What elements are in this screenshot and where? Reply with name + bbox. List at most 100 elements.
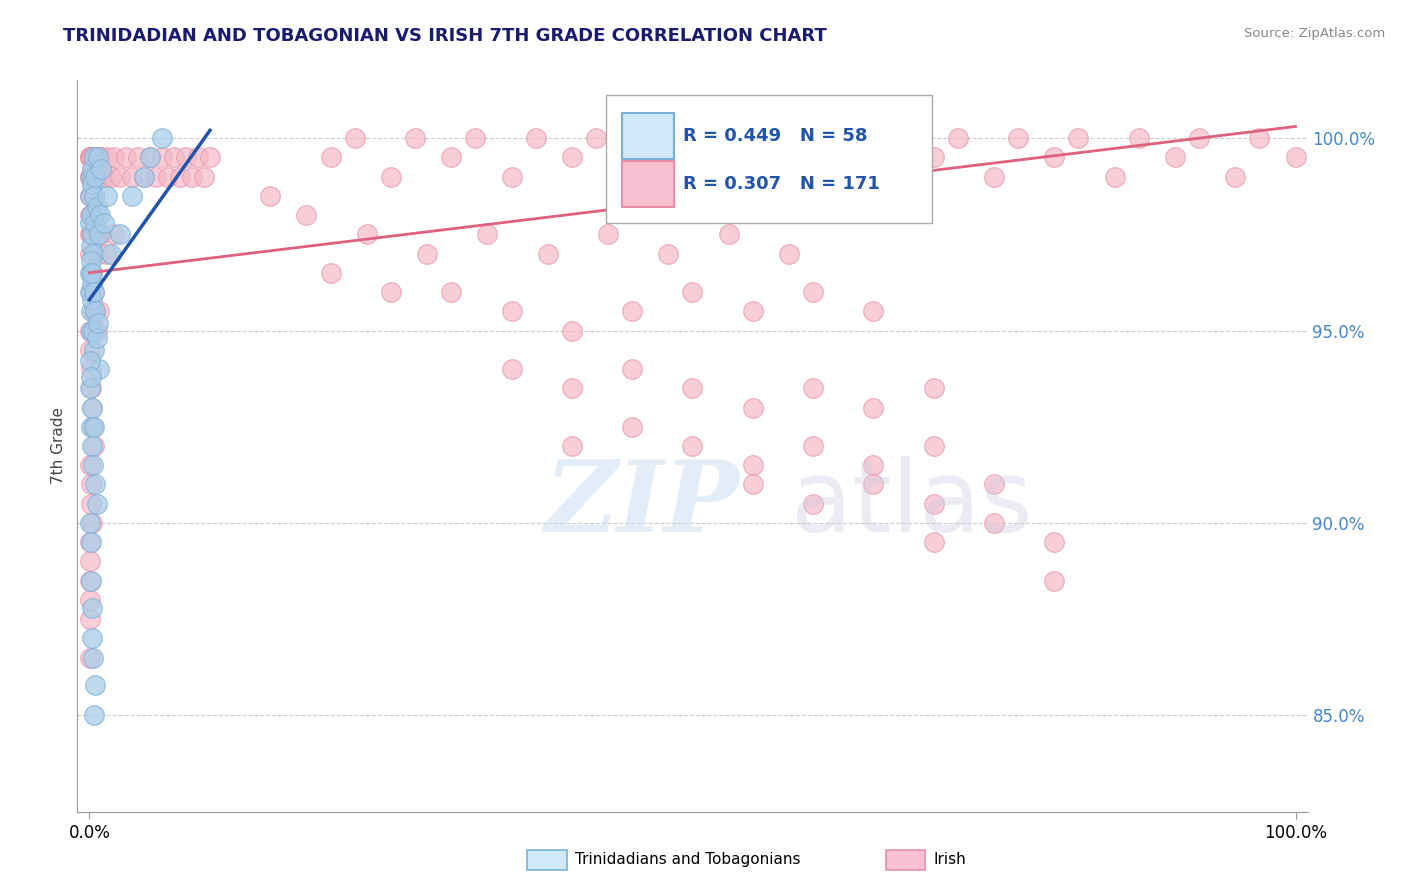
Point <box>79 169 101 184</box>
Point <box>862 458 884 473</box>
Point <box>621 419 644 434</box>
Point <box>87 316 110 330</box>
Point <box>96 246 118 260</box>
Point <box>83 419 105 434</box>
Point <box>103 227 125 242</box>
Point <box>127 150 149 164</box>
Point <box>114 150 136 164</box>
Point <box>87 304 110 318</box>
Point <box>416 246 439 260</box>
Point <box>801 381 824 395</box>
Point <box>1043 150 1066 164</box>
Point <box>180 169 202 184</box>
Point <box>150 131 173 145</box>
Point <box>80 293 103 307</box>
Point <box>150 150 173 164</box>
Point <box>741 401 763 415</box>
Point <box>79 535 101 549</box>
Point <box>343 131 366 145</box>
Point <box>82 304 104 318</box>
Point <box>801 497 824 511</box>
Point <box>108 227 131 242</box>
Point <box>80 401 103 415</box>
Point <box>1067 131 1090 145</box>
Point <box>79 477 101 491</box>
Point <box>138 150 160 164</box>
Point <box>1164 150 1187 164</box>
Point <box>1128 131 1150 145</box>
Point <box>87 227 110 242</box>
Point <box>83 188 105 202</box>
Point <box>983 477 1005 491</box>
Point <box>79 381 101 395</box>
Text: Trinidadians and Tobagonians: Trinidadians and Tobagonians <box>575 853 800 867</box>
Point <box>1043 535 1066 549</box>
Point <box>501 362 523 376</box>
Point <box>682 439 704 453</box>
Point <box>96 150 118 164</box>
Point <box>464 131 486 145</box>
Point <box>585 131 607 145</box>
Point <box>79 227 101 242</box>
Point <box>79 574 101 588</box>
Point <box>80 497 103 511</box>
Point <box>79 612 101 626</box>
Point <box>82 208 104 222</box>
Point <box>84 304 107 318</box>
Point <box>80 161 103 176</box>
Point <box>84 304 107 318</box>
Point <box>84 208 107 222</box>
Point <box>84 169 107 184</box>
Point <box>86 331 108 345</box>
Point <box>922 439 945 453</box>
Point <box>80 266 103 280</box>
Point <box>87 362 110 376</box>
Point <box>83 216 105 230</box>
Point <box>79 285 101 299</box>
Point <box>80 169 103 184</box>
Point <box>561 324 583 338</box>
Point <box>1249 131 1271 145</box>
Point <box>79 188 101 202</box>
Point <box>83 285 105 299</box>
Text: R = 0.307   N = 171: R = 0.307 N = 171 <box>683 175 880 194</box>
Point <box>1188 131 1211 145</box>
Point <box>801 150 824 164</box>
Point <box>79 188 101 202</box>
Point <box>801 439 824 453</box>
Point <box>825 131 848 145</box>
Point <box>89 208 111 222</box>
Point <box>79 458 101 473</box>
Point <box>86 227 108 242</box>
Point <box>87 169 110 184</box>
Point <box>319 150 342 164</box>
Point <box>86 150 108 164</box>
Point <box>1007 131 1029 145</box>
Point <box>79 535 101 549</box>
Point <box>83 227 105 242</box>
Point <box>501 169 523 184</box>
Point <box>84 477 107 491</box>
Point <box>100 169 122 184</box>
Point <box>862 169 884 184</box>
Point <box>87 150 110 164</box>
Text: atlas: atlas <box>792 456 1032 553</box>
Point <box>645 131 668 145</box>
Text: Irish: Irish <box>934 853 966 867</box>
Point <box>862 401 884 415</box>
Point <box>82 419 104 434</box>
Point <box>82 632 104 646</box>
Point <box>1043 574 1066 588</box>
Point <box>82 650 104 665</box>
Point <box>537 246 560 260</box>
Text: Source: ZipAtlas.com: Source: ZipAtlas.com <box>1244 27 1385 40</box>
Point <box>83 285 105 299</box>
Point <box>83 708 105 723</box>
Point <box>79 150 101 164</box>
Point <box>1104 169 1126 184</box>
Point <box>983 169 1005 184</box>
Point <box>80 516 103 530</box>
Point <box>80 239 103 253</box>
Point <box>79 354 101 368</box>
Point <box>1225 169 1247 184</box>
